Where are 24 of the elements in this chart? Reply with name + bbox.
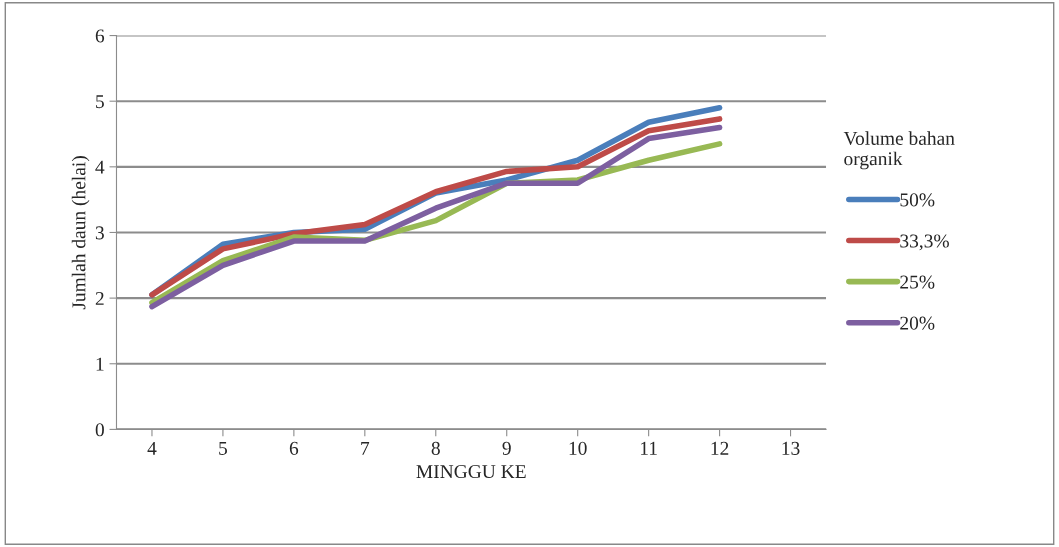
x-tick-label: 7	[361, 441, 370, 455]
legend-label: 20%	[900, 316, 935, 330]
legend-title: Volume bahan organik	[843, 131, 955, 170]
x-tick-label: 8	[431, 441, 440, 455]
x-tick-label: 11	[640, 441, 657, 455]
y-tick-label: 1	[96, 357, 104, 371]
y-tick-label: 5	[96, 95, 104, 109]
legend-label: 33,3%	[900, 234, 949, 251]
x-tick-label: 6	[289, 441, 299, 455]
y-tick-label: 3	[95, 226, 104, 240]
x-tick-label: 4	[147, 441, 157, 455]
x-tick-label: 13	[782, 441, 800, 455]
legend-label: 50%	[900, 193, 935, 207]
x-tick-label: 12	[711, 441, 729, 455]
y-tick-label: 0	[95, 423, 104, 437]
legend-label: 25%	[900, 275, 935, 289]
y-tick-label: 6	[95, 29, 105, 43]
x-tick-label: 10	[569, 441, 587, 455]
y-tick-label: 2	[95, 291, 104, 305]
x-axis-title: MINGGU KE	[416, 465, 526, 479]
x-tick-label: 5	[219, 441, 228, 455]
y-axis-title: Jumlah daun (helai)	[71, 156, 90, 310]
y-tick-label: 4	[95, 160, 105, 174]
x-tick-label: 9	[502, 441, 511, 455]
